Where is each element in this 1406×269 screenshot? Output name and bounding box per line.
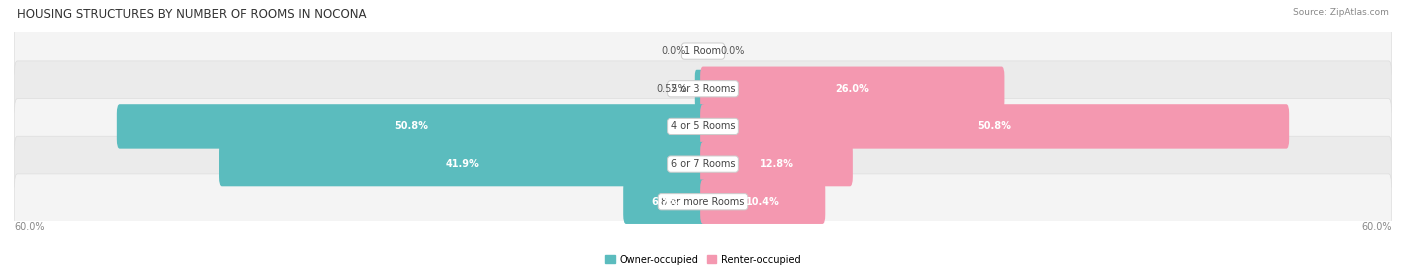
FancyBboxPatch shape xyxy=(695,70,704,108)
Text: 12.8%: 12.8% xyxy=(759,159,793,169)
Text: 8 or more Rooms: 8 or more Rooms xyxy=(661,197,745,207)
Text: 60.0%: 60.0% xyxy=(14,222,45,232)
Text: 2 or 3 Rooms: 2 or 3 Rooms xyxy=(671,84,735,94)
FancyBboxPatch shape xyxy=(700,66,1004,111)
Text: 50.8%: 50.8% xyxy=(977,121,1011,132)
Text: 60.0%: 60.0% xyxy=(1361,222,1392,232)
FancyBboxPatch shape xyxy=(117,104,706,149)
Legend: Owner-occupied, Renter-occupied: Owner-occupied, Renter-occupied xyxy=(602,251,804,268)
FancyBboxPatch shape xyxy=(14,23,1392,79)
Text: 4 or 5 Rooms: 4 or 5 Rooms xyxy=(671,121,735,132)
FancyBboxPatch shape xyxy=(700,179,825,224)
FancyBboxPatch shape xyxy=(219,142,706,186)
FancyBboxPatch shape xyxy=(14,98,1392,154)
Text: 26.0%: 26.0% xyxy=(835,84,869,94)
Text: 1 Room: 1 Room xyxy=(685,46,721,56)
Text: HOUSING STRUCTURES BY NUMBER OF ROOMS IN NOCONA: HOUSING STRUCTURES BY NUMBER OF ROOMS IN… xyxy=(17,8,367,21)
Text: 6.7%: 6.7% xyxy=(651,197,678,207)
Text: 10.4%: 10.4% xyxy=(745,197,779,207)
Text: 50.8%: 50.8% xyxy=(395,121,429,132)
FancyBboxPatch shape xyxy=(700,104,1289,149)
FancyBboxPatch shape xyxy=(14,136,1392,192)
FancyBboxPatch shape xyxy=(623,179,706,224)
Text: 0.0%: 0.0% xyxy=(661,46,686,56)
FancyBboxPatch shape xyxy=(14,174,1392,230)
FancyBboxPatch shape xyxy=(14,61,1392,117)
Text: Source: ZipAtlas.com: Source: ZipAtlas.com xyxy=(1294,8,1389,17)
Text: 41.9%: 41.9% xyxy=(446,159,479,169)
Text: 0.0%: 0.0% xyxy=(720,46,745,56)
Text: 0.55%: 0.55% xyxy=(657,84,688,94)
Text: 6 or 7 Rooms: 6 or 7 Rooms xyxy=(671,159,735,169)
FancyBboxPatch shape xyxy=(700,142,853,186)
